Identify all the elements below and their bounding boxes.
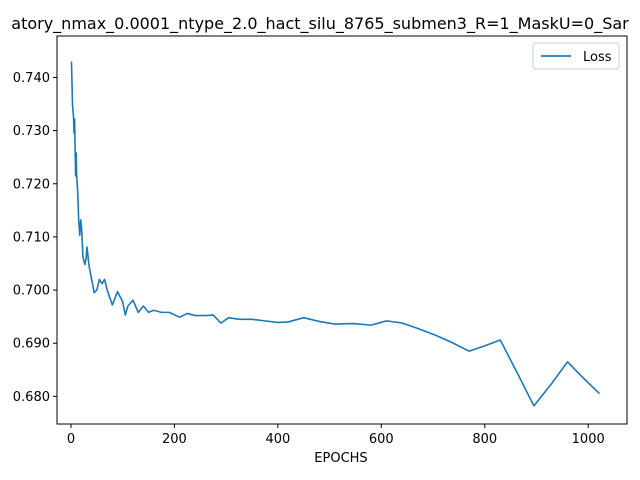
- y-tick-label: 0.680: [13, 390, 50, 405]
- x-tick-label: 200: [162, 432, 187, 447]
- x-tick-label: 600: [369, 432, 394, 447]
- y-tick-label: 0.710: [13, 230, 50, 245]
- y-axis-ticks: 0.680 0.690 0.700 0.710 0.720 0.730 0.740: [13, 71, 57, 405]
- plot-frame: [56, 35, 628, 425]
- legend-label-loss: Loss: [583, 50, 612, 65]
- y-tick-label: 0.720: [13, 177, 50, 192]
- y-tick-label: 0.690: [13, 337, 50, 352]
- legend: Loss: [532, 42, 620, 70]
- chart-title: atory_nmax_0.0001_ntype_2.0_hact_silu_87…: [11, 14, 629, 34]
- x-tick-label: 0: [67, 432, 75, 447]
- series-line-loss: [70, 61, 601, 407]
- legend-box: [532, 42, 620, 70]
- x-axis-label: EPOCHS: [314, 451, 367, 466]
- x-tick-label: 1000: [572, 432, 605, 447]
- x-tick-label: 800: [472, 432, 497, 447]
- y-tick-label: 0.730: [13, 124, 50, 139]
- y-tick-label: 0.700: [13, 284, 50, 299]
- series-group: [70, 61, 601, 407]
- x-tick-label: 400: [265, 432, 290, 447]
- y-tick-label: 0.740: [13, 71, 50, 86]
- x-axis-ticks: 0 200 400 600 800 1000: [67, 424, 605, 447]
